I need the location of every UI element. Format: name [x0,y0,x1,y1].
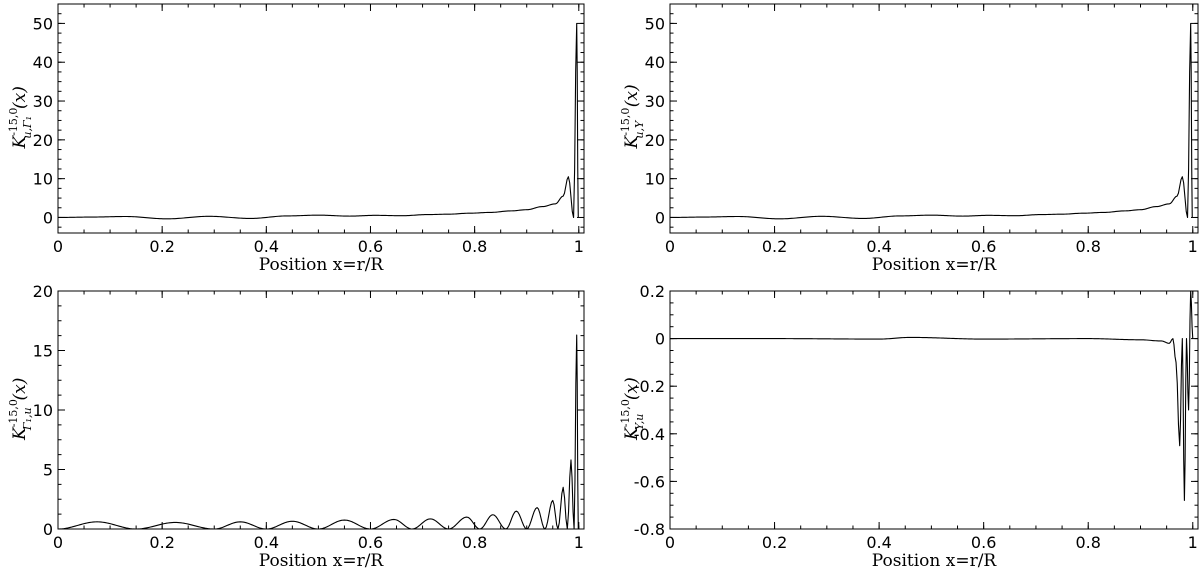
y-label-argument: (x) [10,378,30,401]
x-tick-label: 0.4 [866,533,891,552]
y-label-base: K [10,135,30,150]
x-tick-label: 0 [53,533,63,552]
plot-frame [57,290,585,530]
y-tick-label: 30 [645,92,665,111]
x-tick-label: 0.2 [149,237,174,256]
series-line-0 [670,290,1194,501]
y-tick-label: -0.8 [634,520,665,539]
y-label-subscript: Y,u [633,414,646,430]
y-label-superscript: -15,0 [7,108,20,136]
y-label-base: K [622,426,642,441]
y-tick-label: 0 [655,208,665,227]
y-tick-label: 30 [33,92,53,111]
y-tick-label: 10 [33,170,53,189]
x-tick-label: 0 [53,237,63,256]
x-tick-label: 0.4 [254,533,279,552]
y-label-subscript: u,Y [633,119,646,139]
x-tick-label: 1 [574,237,584,256]
x-tick-label: 0.6 [971,237,996,256]
y-label-superscript: -15,0 [7,399,20,427]
plot-frame [669,3,1199,234]
y-tick-label: 10 [33,401,53,420]
x-tick-label: 0.4 [254,237,279,256]
y-tick-label: 50 [33,14,53,33]
x-tick-label: 1 [574,533,584,552]
y-tick-label: 0 [43,520,53,539]
y-tick-label: 5 [43,461,53,480]
y-tick-label: 0.2 [640,282,665,301]
chart-panel-kernel-y-u: 0 0.2 0.4 0.6 0.8 1 -0.8 -0.6 -0.4 -0.2 0 0.2 Positi… [619,282,1199,571]
y-tick-label: 15 [33,342,53,361]
y-label-argument: (x) [622,377,642,400]
series-line-0 [670,22,1193,220]
y-label-subscript: u,Γ₁ [21,116,34,139]
y-tick-label: 50 [645,14,665,33]
x-tick-label: 0 [665,237,675,256]
x-tick-label: 0.2 [149,533,174,552]
x-tick-label: 0.8 [462,533,487,552]
x-axis-label: Position x=r/R [872,551,998,571]
y-tick-label: 0 [655,330,665,349]
y-label-argument: (x) [10,86,30,109]
x-tick-label: 1 [1188,533,1198,552]
x-tick-label: 0.8 [462,237,487,256]
y-tick-label: 40 [33,53,53,72]
y-tick-label: -0.2 [634,377,665,396]
y-tick-label: 20 [33,282,53,301]
x-tick-label: 0 [665,533,675,552]
y-axis-label: K-15,0Γ₁,u (x) [7,378,34,441]
x-tick-label: 1 [1188,237,1198,256]
plot-frame [57,3,585,234]
plot-frame [669,290,1199,530]
y-tick-label: -0.6 [634,472,665,491]
series-line-0 [58,22,579,220]
y-label-superscript: -15,0 [619,108,632,136]
y-tick-label: 20 [33,131,53,150]
y-tick-label: 10 [645,170,665,189]
y-tick-label: 20 [645,131,665,150]
x-tick-label: 0.4 [866,237,891,256]
x-tick-label: 0.8 [1075,533,1100,552]
y-tick-label: 0 [43,208,53,227]
y-tick-label: -0.4 [634,425,665,444]
y-label-base: K [10,426,30,441]
y-axis-label: K-15,0u,Γ₁ (x) [7,86,34,149]
series-line-0 [57,334,579,530]
x-tick-label: 0.6 [358,237,383,256]
x-axis-label: Position x=r/R [872,255,998,275]
x-tick-label: 0.6 [358,533,383,552]
y-label-subscript: Γ₁,u [21,407,34,431]
x-axis-label: Position x=r/R [259,551,385,571]
y-tick-label: 40 [645,53,665,72]
x-tick-label: 0.2 [762,237,787,256]
y-axis-label: K-15,0Y,u (x) [619,377,646,441]
x-tick-label: 0.6 [971,533,996,552]
x-tick-label: 0.2 [762,533,787,552]
x-axis-label: Position x=r/R [259,255,385,275]
y-label-base: K [622,135,642,150]
y-label-superscript: -15,0 [619,399,632,427]
x-tick-label: 0.8 [1075,237,1100,256]
y-axis-label: K-15,0u,Y (x) [619,84,646,149]
y-label-argument: (x) [622,84,642,107]
